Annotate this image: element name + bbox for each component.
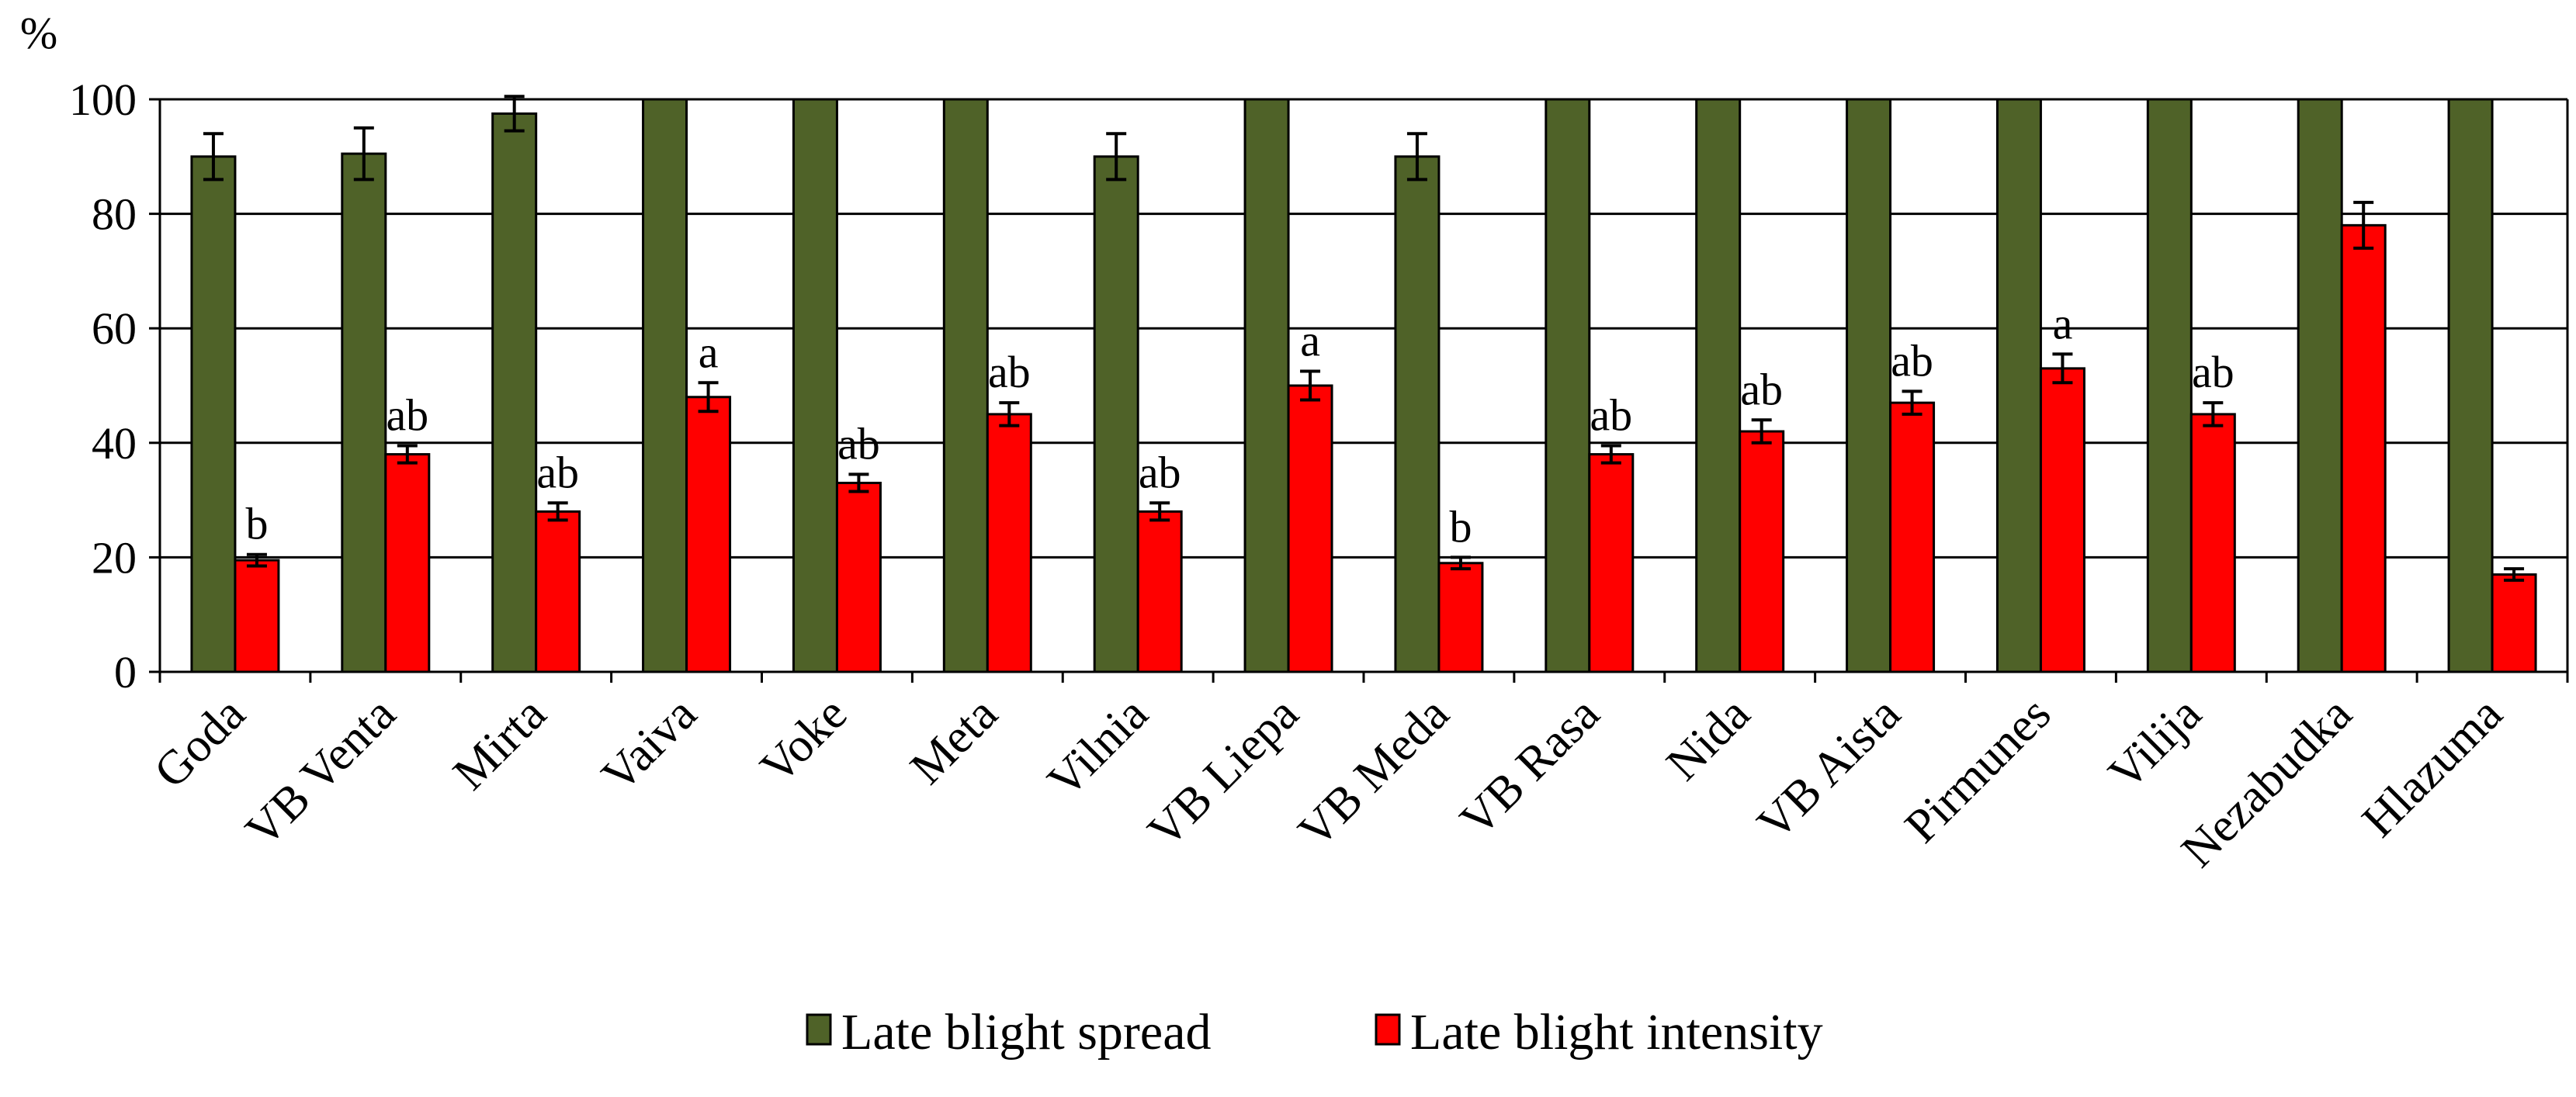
y-tick-label: 100 <box>69 74 137 125</box>
legend-swatch <box>806 1013 832 1046</box>
significance-label: ab <box>1139 447 1181 497</box>
bar-late-blight-intensity <box>986 413 1032 673</box>
legend-label: Late blight intensity <box>1410 1004 1823 1061</box>
bar-late-blight-spread <box>792 98 838 673</box>
y-tick-label: 60 <box>92 303 137 354</box>
significance-label: b <box>245 499 268 549</box>
x-tick-label: Nida <box>1656 687 1760 791</box>
x-tick-label: Voke <box>751 687 857 794</box>
bar-late-blight-spread <box>1545 98 1591 673</box>
significance-label: ab <box>837 418 880 469</box>
bars <box>190 95 2537 673</box>
significance-label: a <box>2053 298 2073 348</box>
x-tick-label: VB Liepa <box>1138 687 1309 858</box>
bar-late-blight-intensity <box>835 481 882 673</box>
bar-late-blight-intensity <box>1136 510 1183 673</box>
bar-late-blight-intensity <box>1889 401 1936 673</box>
bar-late-blight-spread <box>1093 155 1139 673</box>
significance-label: ab <box>1590 389 1632 440</box>
significance-label: a <box>1300 316 1320 366</box>
significance-label: ab <box>1891 335 1933 386</box>
bar-late-blight-intensity <box>1287 384 1333 673</box>
bar-late-blight-spread <box>2297 98 2343 673</box>
bar-late-blight-spread <box>190 155 237 673</box>
y-tick-label: 40 <box>92 418 137 469</box>
x-tick-label: Pirmunes <box>1895 687 2061 853</box>
bar-late-blight-intensity <box>234 559 280 673</box>
significance-label: ab <box>386 389 428 440</box>
x-tick-label: Vilija <box>2099 687 2211 800</box>
significance-label: b <box>1449 501 1472 552</box>
bar-late-blight-spread <box>2447 98 2494 673</box>
bar-late-blight-spread <box>1846 98 1892 673</box>
bar-late-blight-intensity <box>2039 367 2085 673</box>
legend-label: Late blight spread <box>841 1004 1212 1061</box>
bar-late-blight-intensity <box>1739 430 1785 673</box>
bar-late-blight-spread <box>642 98 688 673</box>
bar-late-blight-intensity <box>685 396 732 673</box>
x-tick-label: Hlazuma <box>2352 687 2512 847</box>
bar-late-blight-spread <box>491 112 538 673</box>
y-tick-label: 20 <box>92 532 137 583</box>
legend-swatch <box>1375 1013 1401 1046</box>
x-tick-label: Vilnia <box>1038 687 1158 808</box>
bar-late-blight-spread <box>2146 98 2193 673</box>
x-tick-label: VB Rasa <box>1451 687 1610 846</box>
bar-late-blight-intensity <box>2189 413 2236 673</box>
significance-label: ab <box>2192 347 2234 397</box>
x-tick-label: VB Venta <box>236 687 406 857</box>
bar-late-blight-spread <box>1995 98 2042 673</box>
bar-late-blight-spread <box>341 152 387 673</box>
bar-late-blight-spread <box>1695 98 1742 673</box>
y-tick-label: 80 <box>92 189 137 240</box>
bar-late-blight-intensity <box>1588 453 1635 673</box>
significance-label: ab <box>1740 364 1783 414</box>
x-tick-label: VB Aista <box>1747 687 1910 850</box>
significance-label: a <box>699 327 719 377</box>
significance-label: ab <box>988 347 1031 397</box>
legend: Late blight spread Late blight intensity <box>806 1004 1823 1061</box>
x-tick-label: Vaiva <box>592 687 707 802</box>
significance-label: ab <box>536 447 579 497</box>
axes: 0 20 40 60 80 100 <box>69 74 2569 697</box>
x-tick-label: Goda <box>144 687 255 798</box>
x-tick-label: Mirta <box>443 687 556 800</box>
bar-late-blight-spread <box>1243 98 1290 673</box>
bar-late-blight-spread <box>942 98 989 673</box>
bar-late-blight-intensity <box>535 510 581 673</box>
x-tick-label: Meta <box>900 687 1007 794</box>
bar-late-blight-intensity <box>2491 573 2537 673</box>
y-axis-label: % <box>20 8 57 58</box>
x-tick-label: VB Meda <box>1288 687 1459 858</box>
bar-late-blight-intensity <box>1437 562 1484 673</box>
bar-late-blight-intensity <box>384 453 431 673</box>
y-tick-label: 0 <box>114 647 137 697</box>
bar-late-blight-intensity <box>2340 223 2387 673</box>
bar-late-blight-spread <box>1394 155 1441 673</box>
